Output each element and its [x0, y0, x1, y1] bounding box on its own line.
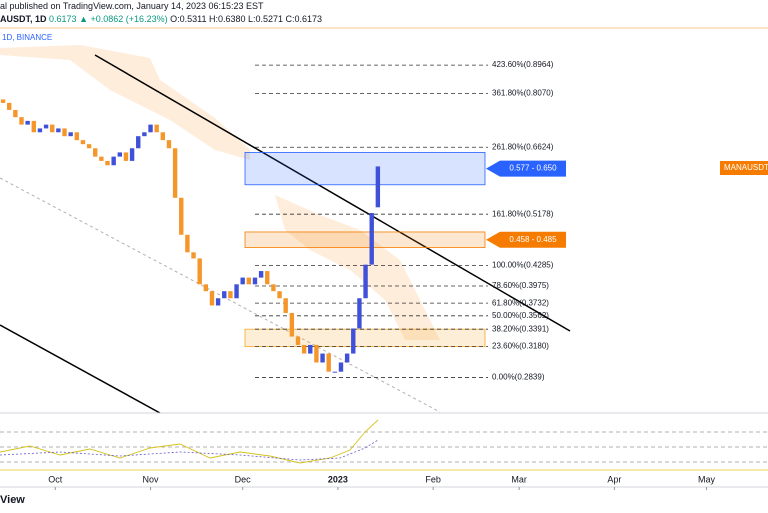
publish-line: al published on TradingView.com, January… — [0, 1, 264, 11]
candle-body — [56, 128, 61, 133]
candle-body — [332, 371, 338, 373]
candle-body — [105, 160, 110, 166]
x-tick-label: Nov — [143, 474, 160, 484]
candle-body — [215, 298, 221, 306]
candle-body — [25, 120, 30, 125]
candle-body — [197, 258, 202, 285]
candle-body — [289, 312, 295, 337]
candle-body — [179, 197, 184, 235]
candle-body — [99, 156, 104, 161]
x-tick-label: Apr — [607, 474, 621, 484]
candle-body — [308, 344, 313, 354]
candle-body — [86, 144, 92, 149]
symbol-line: AUSDT, 1D 0.6173 ▲ +0.0862 (+16.23%) O:0… — [0, 14, 323, 24]
candle-body — [142, 132, 147, 137]
fib-label: 23.60%(0.3180) — [492, 342, 549, 351]
candle-body — [209, 291, 215, 306]
candle-body — [191, 252, 196, 259]
candle-body — [240, 277, 245, 285]
candle-body — [203, 284, 209, 292]
zone — [244, 152, 486, 186]
symbol: AUSDT, 1D — [0, 14, 47, 24]
fib-label: 50.00%(0.3562) — [492, 311, 549, 320]
candle-body — [351, 328, 356, 354]
x-tick-label: Mar — [511, 474, 527, 484]
candle-body — [166, 140, 172, 149]
x-tick-label: May — [698, 474, 716, 484]
fib-label: 78.60%(0.3975) — [492, 281, 549, 290]
candle-body — [228, 291, 233, 299]
last-price: 0.6173 — [49, 14, 77, 24]
candle-body — [283, 298, 288, 313]
fib-label: 423.60%(0.8964) — [492, 60, 554, 69]
candle-body — [185, 234, 190, 253]
candle-body — [252, 277, 258, 285]
ohlc: O:0.5311 H:0.6380 L:0.5271 C:0.6173 — [170, 14, 323, 24]
candle-body — [320, 353, 325, 363]
candle-body — [13, 109, 18, 118]
fib-label: 100.00%(0.4285) — [492, 261, 554, 270]
candle-body — [136, 136, 141, 149]
candle-body — [74, 132, 79, 141]
fib-label: 361.80%(0.8070) — [492, 89, 554, 98]
price-tag: MANAUSDT — [724, 163, 768, 172]
candle-body — [62, 128, 67, 137]
logo: View — [0, 494, 25, 506]
fib-label: 0.00%(0.2839) — [492, 373, 545, 382]
candle-body — [93, 148, 98, 157]
x-tick-label: Feb — [425, 474, 441, 484]
candle-body — [111, 156, 116, 166]
candle-body — [344, 353, 350, 363]
candle-body — [314, 344, 319, 363]
zone-tag — [486, 160, 566, 177]
candle-body — [234, 284, 239, 299]
candle-body — [19, 117, 24, 125]
zone-label: 0.458 - 0.485 — [509, 235, 557, 244]
x-tick-label: Dec — [235, 474, 252, 484]
candle-body — [363, 264, 368, 299]
zone — [244, 328, 486, 348]
candle-body — [301, 344, 307, 354]
candle-body — [0, 99, 6, 103]
candle-body — [129, 148, 135, 161]
candle-body — [265, 271, 270, 285]
candle-body — [37, 128, 43, 133]
fib-label: 261.80%(0.6624) — [492, 142, 554, 151]
candle-body — [222, 291, 227, 299]
candle-body — [326, 353, 331, 372]
candle-body — [123, 152, 129, 161]
pane-label: 1D, BINANCE — [2, 33, 52, 42]
candle-body — [172, 148, 178, 198]
candle-body — [80, 140, 86, 145]
candle-body — [50, 124, 55, 133]
candle-body — [271, 284, 276, 292]
change: +0.0862 (+16.23%) — [90, 14, 168, 24]
candle-body — [7, 102, 12, 110]
candle-body — [338, 362, 344, 372]
candle-body — [295, 336, 301, 345]
candle-body — [369, 213, 374, 265]
x-tick-label: 2023 — [328, 474, 348, 484]
fib-label: 161.80%(0.5178) — [492, 209, 554, 218]
x-tick-label: Oct — [48, 474, 63, 484]
candle-body — [148, 124, 153, 133]
fib-label: 38.20%(0.3391) — [492, 324, 549, 333]
candle-body — [258, 271, 264, 278]
candle-body — [246, 277, 252, 285]
candle-body — [277, 291, 282, 299]
candle-body — [154, 124, 159, 133]
candle-body — [160, 132, 166, 141]
zone-label: 0.577 - 0.650 — [509, 164, 557, 173]
zone-tag — [486, 231, 566, 248]
candle-body — [43, 124, 49, 129]
candle-body — [357, 298, 362, 329]
candle-body — [117, 152, 123, 157]
candle-body — [31, 120, 36, 133]
zone — [244, 231, 486, 248]
candle-body — [375, 166, 381, 208]
candle-body — [68, 132, 73, 137]
fib-label: 61.80%(0.3732) — [492, 298, 549, 307]
